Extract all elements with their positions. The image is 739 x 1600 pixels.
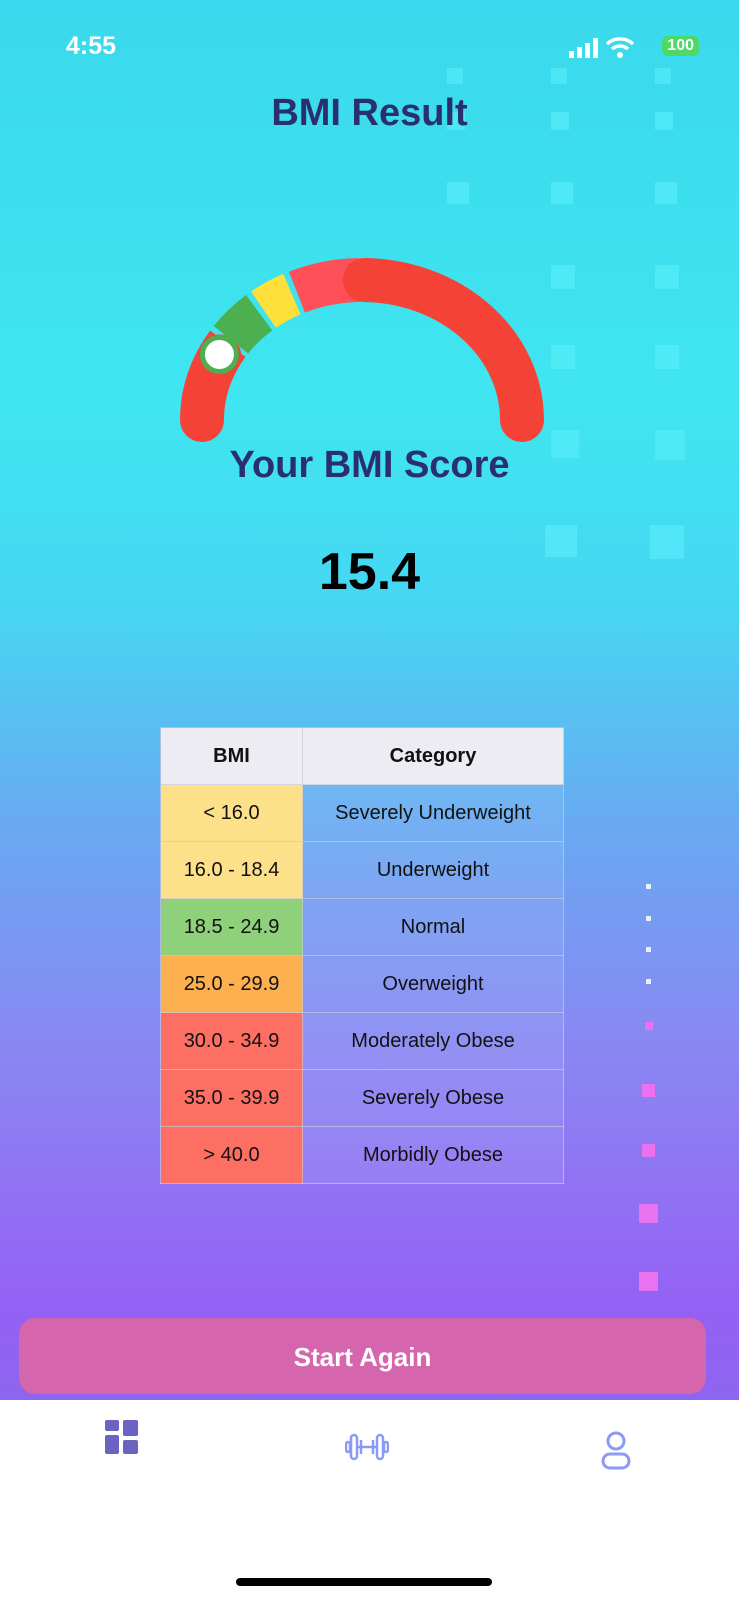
bmi-range-cell: 25.0 - 29.9 — [160, 955, 303, 1013]
status-bar: 4:55 100 — [0, 30, 739, 66]
bottom-nav — [0, 1400, 739, 1600]
category-cell: Severely Underweight — [302, 784, 564, 842]
bmi-range-cell: 30.0 - 34.9 — [160, 1012, 303, 1070]
gauge-segment-morbidly-obese — [342, 258, 544, 442]
user-icon[interactable] — [600, 1430, 632, 1470]
table-row: > 40.0 Morbidly Obese — [160, 1126, 564, 1184]
category-cell: Severely Obese — [302, 1069, 564, 1127]
column-header-category: Category — [302, 727, 564, 785]
table-row: 16.0 - 18.4 Underweight — [160, 841, 564, 899]
bmi-range-cell: 16.0 - 18.4 — [160, 841, 303, 899]
category-cell: Underweight — [302, 841, 564, 899]
battery-indicator: 100 — [662, 36, 699, 56]
category-cell: Morbidly Obese — [302, 1126, 564, 1184]
category-cell: Normal — [302, 898, 564, 956]
bmi-range-cell: > 40.0 — [160, 1126, 303, 1184]
home-indicator — [236, 1578, 492, 1586]
dashboard-icon[interactable] — [105, 1420, 138, 1454]
category-cell: Overweight — [302, 955, 564, 1013]
score-label: Your BMI Score — [229, 444, 510, 486]
bmi-category-table: BMI Category < 16.0 Severely Underweight 1… — [160, 727, 564, 1184]
bmi-range-cell: < 16.0 — [160, 784, 303, 842]
gauge-segment-overweight — [251, 273, 301, 329]
category-cell: Moderately Obese — [302, 1012, 564, 1070]
signal-icon — [569, 38, 598, 58]
table-row: 35.0 - 39.9 Severely Obese — [160, 1069, 564, 1127]
table-row: 30.0 - 34.9 Moderately Obese — [160, 1012, 564, 1070]
bmi-range-cell: 18.5 - 24.9 — [160, 898, 303, 956]
table-row: 25.0 - 29.9 Overweight — [160, 955, 564, 1013]
column-header-bmi: BMI — [160, 727, 303, 785]
dumbbell-icon[interactable] — [345, 1432, 389, 1462]
wifi-icon — [605, 37, 635, 58]
bmi-range-cell: 35.0 - 39.9 — [160, 1069, 303, 1127]
status-time: 4:55 — [66, 32, 117, 60]
table-row: 18.5 - 24.9 Normal — [160, 898, 564, 956]
table-row: < 16.0 Severely Underweight — [160, 784, 564, 842]
gauge-segment-normal — [213, 295, 273, 354]
gauge-marker — [199, 334, 239, 374]
bmi-score: 15.4 — [318, 543, 421, 601]
page-title: BMI Result — [271, 92, 468, 134]
bmi-gauge — [180, 258, 544, 442]
start-again-button[interactable]: Start Again — [19, 1318, 706, 1394]
